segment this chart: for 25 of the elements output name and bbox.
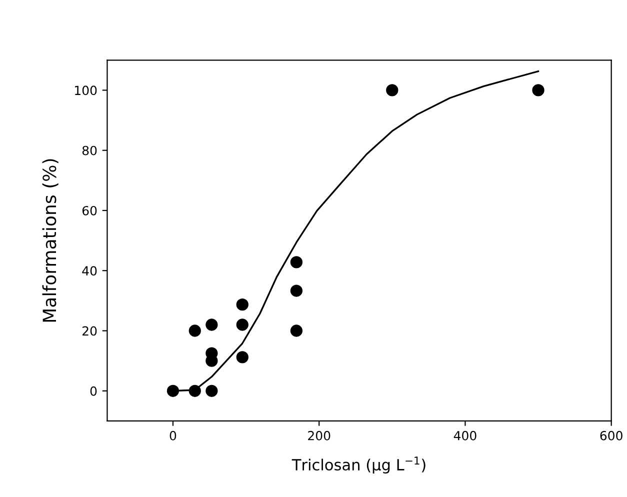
point — [188, 324, 201, 337]
point — [532, 84, 544, 96]
point — [236, 298, 248, 311]
y-tick-label: 60 — [82, 206, 97, 216]
x-tick-label: 0 — [170, 430, 176, 440]
x-axis-title: Triclosan (µg L$^{−1}$) — [292, 456, 426, 474]
point — [386, 84, 398, 96]
point — [290, 284, 303, 297]
y-tick-label: 80 — [82, 146, 97, 156]
x-tick-label: 600 — [600, 430, 622, 440]
y-axis-title: Malformations (%) — [42, 159, 58, 322]
point — [290, 324, 303, 337]
point — [290, 256, 303, 268]
point — [236, 318, 248, 331]
point — [236, 351, 248, 364]
point — [188, 384, 201, 397]
point — [206, 384, 218, 397]
x-tick-label: 400 — [454, 430, 476, 440]
x-tick-label: 200 — [308, 430, 330, 440]
point — [166, 384, 180, 397]
y-tick-label: 40 — [82, 266, 97, 276]
y-tick-label: 20 — [82, 326, 97, 336]
y-tick-label: 0 — [90, 386, 97, 396]
y-tick-label: 100 — [75, 86, 97, 96]
point — [206, 318, 218, 331]
